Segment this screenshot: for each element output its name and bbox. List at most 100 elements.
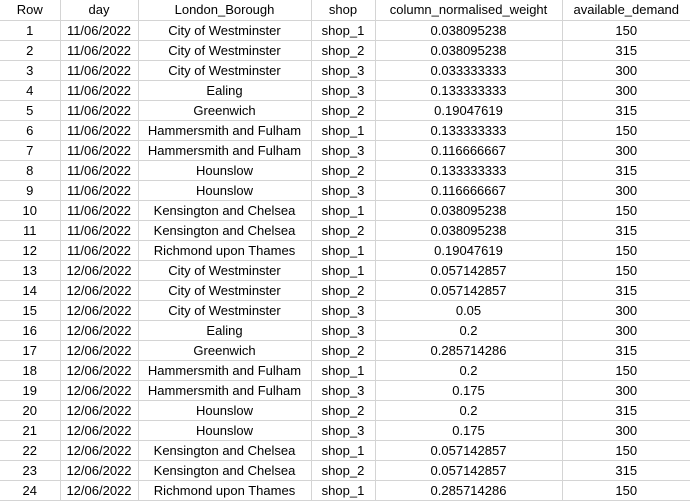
column-normalised-weight-cell[interactable]: 0.057142857 <box>375 440 563 461</box>
london-borough-cell[interactable]: Kensington and Chelsea <box>138 220 312 241</box>
column-header-shop[interactable]: shop <box>311 0 376 21</box>
london-borough-cell[interactable]: Hounslow <box>138 420 312 441</box>
london-borough-cell[interactable]: Richmond upon Thames <box>138 240 312 261</box>
available-demand-cell[interactable]: 315 <box>562 460 690 481</box>
london-borough-cell[interactable]: City of Westminster <box>138 40 312 61</box>
london-borough-cell[interactable]: Ealing <box>138 80 312 101</box>
day-cell[interactable]: 11/06/2022 <box>60 220 139 241</box>
row-number-cell[interactable]: 14 <box>0 280 61 301</box>
day-cell[interactable]: 12/06/2022 <box>60 460 139 481</box>
column-normalised-weight-cell[interactable]: 0.19047619 <box>375 240 563 261</box>
available-demand-cell[interactable]: 300 <box>562 300 690 321</box>
shop-cell[interactable]: shop_2 <box>311 100 376 121</box>
column-normalised-weight-cell[interactable]: 0.057142857 <box>375 280 563 301</box>
row-number-cell[interactable]: 5 <box>0 100 61 121</box>
london-borough-cell[interactable]: Hammersmith and Fulham <box>138 120 312 141</box>
row-number-cell[interactable]: 19 <box>0 380 61 401</box>
row-number-cell[interactable]: 16 <box>0 320 61 341</box>
day-cell[interactable]: 11/06/2022 <box>60 80 139 101</box>
day-cell[interactable]: 11/06/2022 <box>60 100 139 121</box>
column-header-day[interactable]: day <box>60 0 139 21</box>
column-normalised-weight-cell[interactable]: 0.057142857 <box>375 460 563 481</box>
shop-cell[interactable]: shop_3 <box>311 420 376 441</box>
shop-cell[interactable]: shop_3 <box>311 60 376 81</box>
shop-cell[interactable]: shop_2 <box>311 280 376 301</box>
available-demand-cell[interactable]: 300 <box>562 140 690 161</box>
column-header-row[interactable]: Row <box>0 0 61 21</box>
day-cell[interactable]: 11/06/2022 <box>60 120 139 141</box>
day-cell[interactable]: 12/06/2022 <box>60 380 139 401</box>
shop-cell[interactable]: shop_1 <box>311 200 376 221</box>
shop-cell[interactable]: shop_2 <box>311 340 376 361</box>
column-header-column-normalised-weight[interactable]: column_normalised_weight <box>375 0 563 21</box>
row-number-cell[interactable]: 4 <box>0 80 61 101</box>
day-cell[interactable]: 11/06/2022 <box>60 180 139 201</box>
available-demand-cell[interactable]: 315 <box>562 340 690 361</box>
day-cell[interactable]: 11/06/2022 <box>60 200 139 221</box>
available-demand-cell[interactable]: 150 <box>562 240 690 261</box>
london-borough-cell[interactable]: Greenwich <box>138 340 312 361</box>
row-number-cell[interactable]: 22 <box>0 440 61 461</box>
row-number-cell[interactable]: 20 <box>0 400 61 421</box>
column-normalised-weight-cell[interactable]: 0.038095238 <box>375 200 563 221</box>
column-header-london-borough[interactable]: London_Borough <box>138 0 312 21</box>
column-normalised-weight-cell[interactable]: 0.133333333 <box>375 160 563 181</box>
london-borough-cell[interactable]: Hounslow <box>138 180 312 201</box>
shop-cell[interactable]: shop_1 <box>311 120 376 141</box>
shop-cell[interactable]: shop_3 <box>311 320 376 341</box>
day-cell[interactable]: 11/06/2022 <box>60 20 139 41</box>
column-normalised-weight-cell[interactable]: 0.116666667 <box>375 140 563 161</box>
available-demand-cell[interactable]: 315 <box>562 220 690 241</box>
row-number-cell[interactable]: 17 <box>0 340 61 361</box>
shop-cell[interactable]: shop_1 <box>311 440 376 461</box>
row-number-cell[interactable]: 3 <box>0 60 61 81</box>
london-borough-cell[interactable]: Hammersmith and Fulham <box>138 380 312 401</box>
available-demand-cell[interactable]: 150 <box>562 260 690 281</box>
column-normalised-weight-cell[interactable]: 0.057142857 <box>375 260 563 281</box>
day-cell[interactable]: 12/06/2022 <box>60 400 139 421</box>
column-normalised-weight-cell[interactable]: 0.038095238 <box>375 220 563 241</box>
shop-cell[interactable]: shop_2 <box>311 400 376 421</box>
day-cell[interactable]: 11/06/2022 <box>60 40 139 61</box>
available-demand-cell[interactable]: 150 <box>562 480 690 501</box>
day-cell[interactable]: 12/06/2022 <box>60 440 139 461</box>
day-cell[interactable]: 12/06/2022 <box>60 340 139 361</box>
london-borough-cell[interactable]: Kensington and Chelsea <box>138 200 312 221</box>
day-cell[interactable]: 12/06/2022 <box>60 260 139 281</box>
london-borough-cell[interactable]: Hounslow <box>138 160 312 181</box>
shop-cell[interactable]: shop_3 <box>311 380 376 401</box>
shop-cell[interactable]: shop_3 <box>311 140 376 161</box>
available-demand-cell[interactable]: 315 <box>562 280 690 301</box>
shop-cell[interactable]: shop_2 <box>311 160 376 181</box>
london-borough-cell[interactable]: Kensington and Chelsea <box>138 460 312 481</box>
column-normalised-weight-cell[interactable]: 0.116666667 <box>375 180 563 201</box>
shop-cell[interactable]: shop_1 <box>311 360 376 381</box>
column-normalised-weight-cell[interactable]: 0.133333333 <box>375 120 563 141</box>
available-demand-cell[interactable]: 150 <box>562 360 690 381</box>
column-normalised-weight-cell[interactable]: 0.133333333 <box>375 80 563 101</box>
row-number-cell[interactable]: 24 <box>0 480 61 501</box>
column-normalised-weight-cell[interactable]: 0.2 <box>375 320 563 341</box>
london-borough-cell[interactable]: Hammersmith and Fulham <box>138 140 312 161</box>
row-number-cell[interactable]: 12 <box>0 240 61 261</box>
day-cell[interactable]: 11/06/2022 <box>60 160 139 181</box>
available-demand-cell[interactable]: 150 <box>562 440 690 461</box>
column-normalised-weight-cell[interactable]: 0.285714286 <box>375 340 563 361</box>
shop-cell[interactable]: shop_3 <box>311 180 376 201</box>
london-borough-cell[interactable]: City of Westminster <box>138 280 312 301</box>
day-cell[interactable]: 12/06/2022 <box>60 420 139 441</box>
shop-cell[interactable]: shop_1 <box>311 480 376 501</box>
london-borough-cell[interactable]: Hammersmith and Fulham <box>138 360 312 381</box>
london-borough-cell[interactable]: Greenwich <box>138 100 312 121</box>
column-normalised-weight-cell[interactable]: 0.175 <box>375 420 563 441</box>
shop-cell[interactable]: shop_2 <box>311 40 376 61</box>
row-number-cell[interactable]: 6 <box>0 120 61 141</box>
row-number-cell[interactable]: 8 <box>0 160 61 181</box>
available-demand-cell[interactable]: 300 <box>562 80 690 101</box>
row-number-cell[interactable]: 21 <box>0 420 61 441</box>
london-borough-cell[interactable]: City of Westminster <box>138 60 312 81</box>
available-demand-cell[interactable]: 150 <box>562 120 690 141</box>
day-cell[interactable]: 11/06/2022 <box>60 60 139 81</box>
available-demand-cell[interactable]: 315 <box>562 400 690 421</box>
available-demand-cell[interactable]: 150 <box>562 200 690 221</box>
